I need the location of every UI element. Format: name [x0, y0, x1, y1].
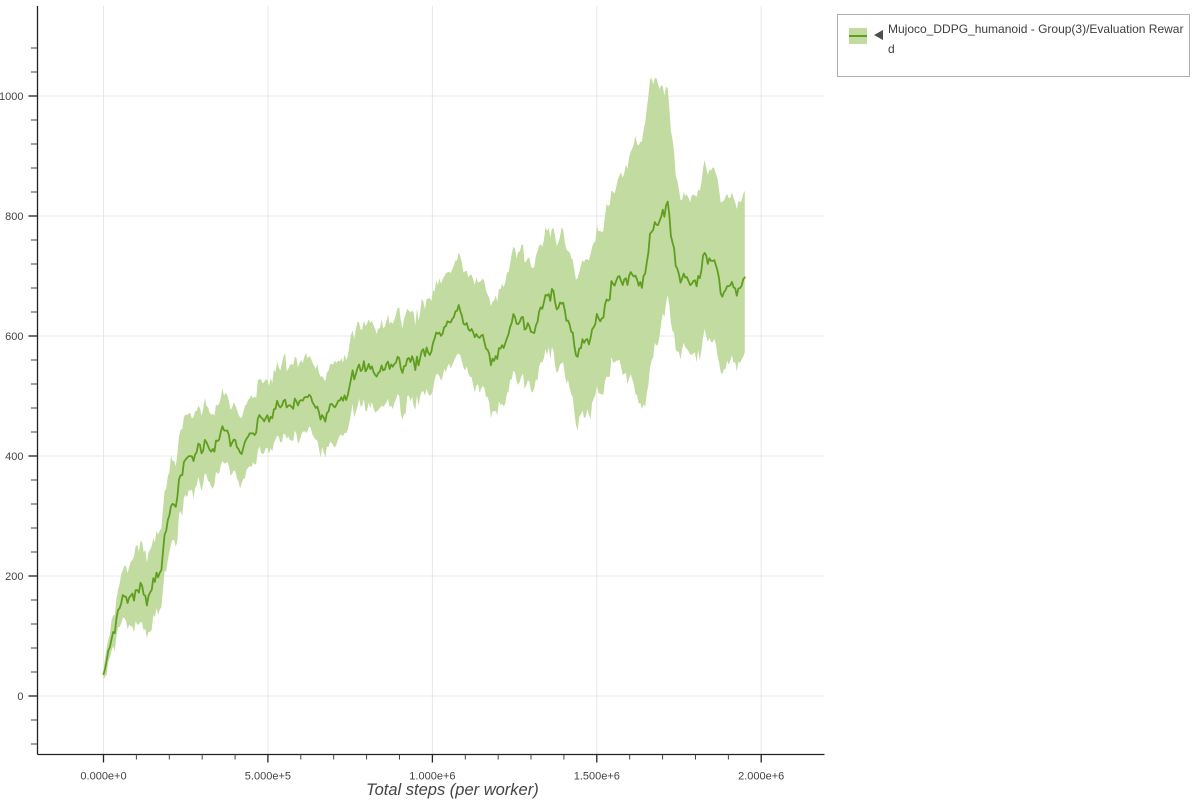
svg-text:1000: 1000: [0, 91, 24, 103]
svg-text:800: 800: [5, 211, 23, 223]
svg-text:0.000e+0: 0.000e+0: [80, 771, 126, 783]
svg-text:600: 600: [5, 331, 23, 343]
svg-text:200: 200: [5, 571, 23, 583]
svg-text:Total steps (per worker): Total steps (per worker): [366, 781, 539, 799]
svg-text:0: 0: [17, 691, 23, 703]
svg-text:2.000e+6: 2.000e+6: [738, 771, 784, 783]
svg-text:5.000e+5: 5.000e+5: [245, 771, 291, 783]
svg-text:400: 400: [5, 451, 23, 463]
svg-text:1.500e+6: 1.500e+6: [574, 771, 620, 783]
